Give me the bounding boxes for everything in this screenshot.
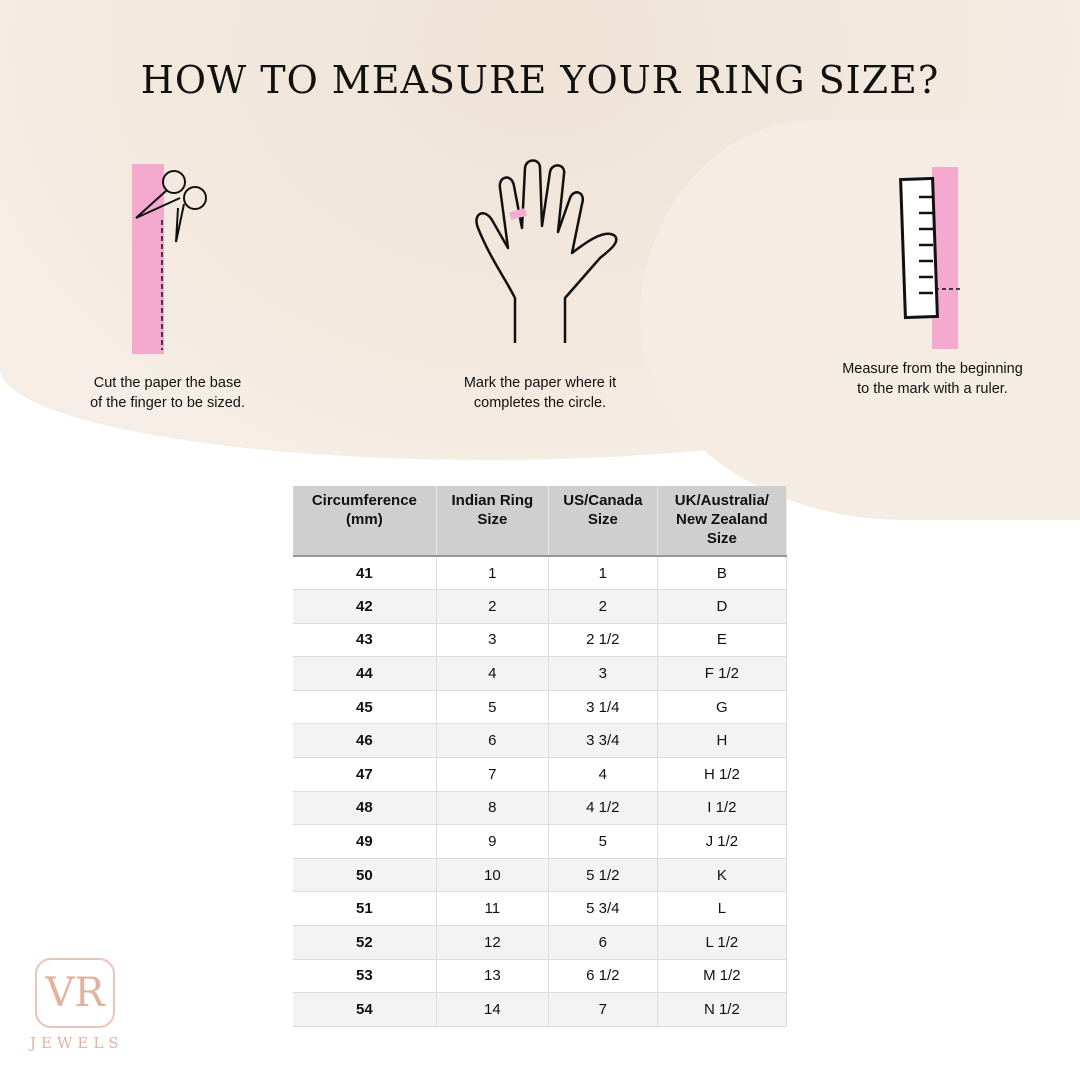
column-header: Indian Ring Size xyxy=(436,486,549,557)
table-cell: 9 xyxy=(436,824,549,859)
table-row: 49 9 5 J 1/2 xyxy=(293,824,788,859)
table-cell: 13 xyxy=(436,959,549,994)
page-title: HOW TO MEASURE YOUR RING SIZE? xyxy=(140,58,940,102)
table-row: 43 3 2 1/2 E xyxy=(293,623,788,658)
table-cell: 5 1/2 xyxy=(548,858,658,893)
table-cell: 49 xyxy=(293,824,437,859)
table-cell: 41 xyxy=(293,556,437,591)
table-cell: 5 xyxy=(548,824,658,859)
table-cell: N 1/2 xyxy=(657,992,788,1027)
ruler-icon xyxy=(899,167,963,349)
column-header-line: Circumference xyxy=(311,492,417,509)
hand-icon xyxy=(475,159,618,343)
column-header-line: Size xyxy=(706,530,737,547)
logo-word: JEWELS xyxy=(30,1034,124,1052)
table-cell: 42 xyxy=(293,589,437,624)
table-row: 44 4 3 F 1/2 xyxy=(293,656,788,691)
table-cell: 47 xyxy=(293,757,437,792)
table-cell: B xyxy=(657,556,788,591)
vr-jewels-logo: VR JEWELS xyxy=(30,958,120,1052)
step-caption-1: Cut the paper the base of the finger to b… xyxy=(90,375,245,411)
table-cell: 10 xyxy=(436,858,549,893)
table-cell: 8 xyxy=(436,791,549,826)
table-cell: 51 xyxy=(293,891,437,927)
table-cell: D xyxy=(657,589,788,624)
table-cell: 44 xyxy=(293,656,437,691)
scissors-paper-icon xyxy=(132,164,207,354)
table-cell: 12 xyxy=(436,925,549,960)
logo-mark: VR xyxy=(35,958,115,1028)
table-cell: 7 xyxy=(436,757,549,792)
table-row: 42 2 2 D xyxy=(293,589,788,624)
table-row: 41 1 1 B xyxy=(293,556,788,591)
table-cell: L xyxy=(657,891,788,927)
table-row: 50 10 5 1/2 K xyxy=(293,858,788,893)
table-cell: 3 xyxy=(436,623,549,658)
table-cell: 50 xyxy=(293,858,437,893)
table-cell: 2 xyxy=(436,589,549,624)
table-cell: 48 xyxy=(293,791,437,826)
step-caption-3: Measure from the beginning to the mark wi… xyxy=(842,361,1023,397)
ring-size-table: Circumference (mm) Indian Ring Size US/Canad… xyxy=(293,486,788,1027)
table-cell: L 1/2 xyxy=(657,925,788,960)
table-cell: 1 xyxy=(548,556,658,591)
column-header-line: (mm) xyxy=(346,511,383,528)
table-row: 54 14 7 N 1/2 xyxy=(293,992,788,1027)
table-cell: 4 xyxy=(548,757,658,792)
table-cell: 52 xyxy=(293,925,437,960)
table-row: 47 7 4 H 1/2 xyxy=(293,757,788,792)
column-header-line: Size xyxy=(477,511,508,528)
table-cell: M 1/2 xyxy=(657,959,788,994)
table-cell: 5 3/4 xyxy=(548,891,658,927)
table-cell: 6 1/2 xyxy=(548,959,658,994)
table-cell: K xyxy=(657,858,788,893)
table-cell: 6 xyxy=(436,723,549,759)
column-header: US/Canada Size xyxy=(548,486,658,557)
background-shape xyxy=(640,120,1080,520)
table-cell: 7 xyxy=(548,992,658,1027)
table-cell: 6 xyxy=(548,925,658,960)
table-row: 45 5 3 1/4 G xyxy=(293,690,788,725)
table-row: 46 6 3 3/4 H xyxy=(293,723,788,759)
column-header-line: UK/Australia/ xyxy=(674,492,769,509)
table-row: 51 11 5 3/4 L xyxy=(293,891,788,927)
column-header-line: Indian Ring xyxy=(451,492,534,509)
table-cell: 4 xyxy=(436,656,549,691)
table-cell: I 1/2 xyxy=(657,791,788,826)
table-cell: H 1/2 xyxy=(657,757,788,792)
table-cell: J 1/2 xyxy=(657,824,788,859)
table-cell: 3 3/4 xyxy=(548,723,658,759)
table-cell: 4 1/2 xyxy=(548,791,658,826)
column-header-line: Size xyxy=(587,511,618,528)
table-cell: 53 xyxy=(293,959,437,994)
table-cell: F 1/2 xyxy=(657,656,788,691)
table-cell: 11 xyxy=(436,891,549,927)
table-row: 53 13 6 1/2 M 1/2 xyxy=(293,959,788,994)
table-cell: 2 1/2 xyxy=(548,623,658,658)
table-cell: 46 xyxy=(293,723,437,759)
table-cell: 3 1/4 xyxy=(548,690,658,725)
table-cell: 14 xyxy=(436,992,549,1027)
step-caption-2: Mark the paper where it completes the cir… xyxy=(463,375,617,411)
table-cell: G xyxy=(657,690,788,725)
table-cell: 3 xyxy=(548,656,658,691)
table-cell: 45 xyxy=(293,690,437,725)
table-cell: H xyxy=(657,723,788,759)
table-cell: 43 xyxy=(293,623,437,658)
table-row: 52 12 6 L 1/2 xyxy=(293,925,788,960)
column-header: Circumference (mm) xyxy=(293,486,437,557)
table-cell: E xyxy=(657,623,788,658)
column-header-line: US/Canada xyxy=(563,492,643,509)
column-header: UK/Australia/New Zealand Size xyxy=(657,486,788,557)
table-cell: 54 xyxy=(293,992,437,1027)
table-cell: 5 xyxy=(436,690,549,725)
table-row: 48 8 4 1/2 I 1/2 xyxy=(293,791,788,826)
column-header-line: New Zealand xyxy=(676,511,768,528)
table-cell: 1 xyxy=(436,556,549,591)
table-cell: 2 xyxy=(548,589,658,624)
